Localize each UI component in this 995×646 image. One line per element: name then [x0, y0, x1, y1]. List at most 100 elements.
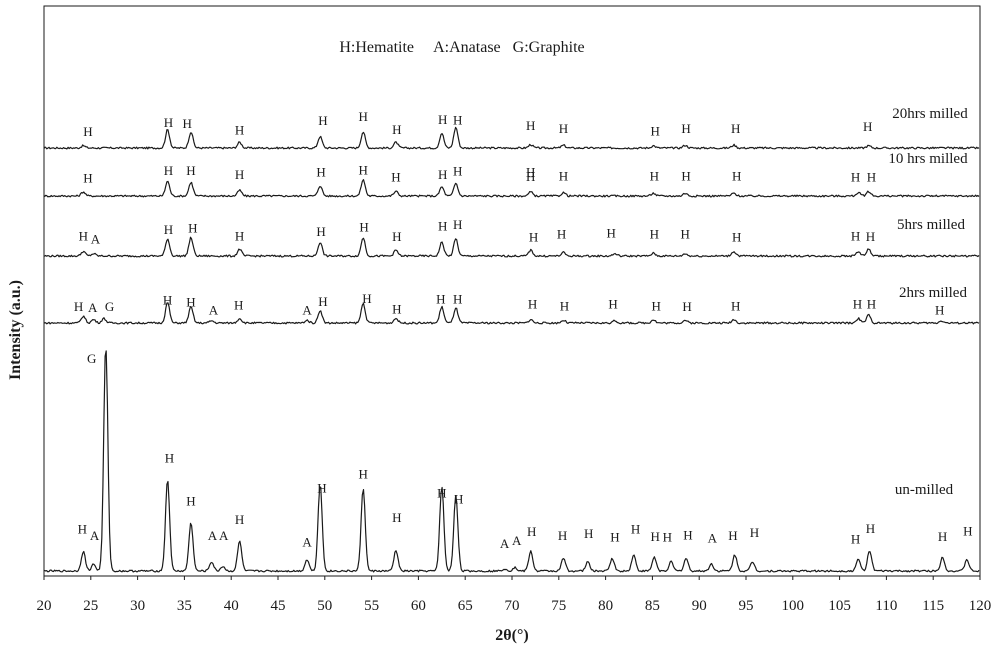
- x-tick-label: 20: [37, 598, 52, 614]
- peak-label: A: [90, 528, 100, 543]
- peak-label: H: [650, 227, 659, 242]
- x-tick-label: 80: [598, 598, 613, 614]
- series-name-label: 20hrs milled: [892, 106, 968, 122]
- peak-label: H: [608, 296, 617, 311]
- peak-label: H: [851, 531, 860, 546]
- peak-label: H: [454, 491, 463, 506]
- peak-label: H: [74, 299, 83, 314]
- peak-label: H: [526, 164, 535, 179]
- peak-label: H: [78, 521, 87, 536]
- x-tick-label: 30: [130, 598, 145, 614]
- peak-label: A: [91, 231, 101, 246]
- peak-labels: HH H HH HHH H H H H H H HH H H H H H H H H HH H H H H H HH AH HH H HH…: [74, 109, 973, 551]
- peak-label: H: [392, 301, 401, 316]
- peak-label: H: [584, 526, 593, 541]
- x-tick-label: 120: [969, 598, 992, 614]
- y-axis-title: Intensity (a.u.): [7, 280, 24, 380]
- peak-label: H: [318, 113, 327, 128]
- x-axis-title: 2θ(°): [495, 627, 528, 644]
- x-axis: 20 25 30 35 40 45 50 55 60 65 70 75 80 85 90 95 100 105 11…: [37, 576, 992, 614]
- peak-label: H: [935, 302, 944, 317]
- peak-label: H: [235, 167, 244, 182]
- x-tick-label: 50: [317, 598, 332, 614]
- peak-label: H: [750, 525, 759, 540]
- peak-label: A: [208, 528, 218, 543]
- peak-label: A: [88, 300, 98, 315]
- peak-label: A: [500, 536, 510, 551]
- peak-label: H: [438, 167, 447, 182]
- series-line: [44, 350, 980, 573]
- peak-label: H: [453, 112, 462, 127]
- peak-label: H: [851, 169, 860, 184]
- peak-label: H: [392, 510, 401, 525]
- peak-label: H: [83, 124, 92, 139]
- peak-label: H: [526, 169, 535, 184]
- peak-label: H: [651, 299, 660, 314]
- peak-label: H: [453, 292, 462, 307]
- peak-label: H: [83, 170, 92, 185]
- series-name-label: 5hrs milled: [897, 217, 965, 233]
- peak-label: H: [358, 109, 367, 124]
- peak-label: H: [235, 123, 244, 138]
- peak-label: H: [663, 529, 672, 544]
- peak-label: H: [526, 118, 535, 133]
- peak-label: H: [392, 229, 401, 244]
- peak-label: H: [164, 163, 173, 178]
- peak-label: H: [681, 121, 690, 136]
- peak-label: H: [853, 297, 862, 312]
- peak-label: H: [650, 168, 659, 183]
- x-tick-label: 25: [83, 598, 98, 614]
- peak-label: H: [607, 225, 616, 240]
- peak-label: H: [680, 227, 689, 242]
- x-tick-label: 60: [411, 598, 426, 614]
- x-tick-label: 95: [739, 598, 754, 614]
- peak-label: H: [362, 291, 371, 306]
- peak-label: H: [528, 296, 537, 311]
- peak-label: H: [682, 299, 691, 314]
- series-name-label: 2hrs milled: [899, 285, 967, 301]
- peak-label: H: [651, 529, 660, 544]
- peak-label: H: [186, 163, 195, 178]
- peak-label: H: [436, 292, 445, 307]
- series-line: [44, 126, 980, 150]
- peak-label: A: [302, 302, 312, 317]
- peak-label: H: [559, 121, 568, 136]
- peak-label: H: [165, 451, 174, 466]
- x-tick-label: 45: [271, 598, 286, 614]
- peak-label: H: [235, 229, 244, 244]
- peak-label: H: [867, 297, 876, 312]
- peak-label: H: [164, 115, 173, 130]
- peak-label: H: [529, 230, 538, 245]
- x-tick-label: 40: [224, 598, 239, 614]
- peak-label: H: [731, 299, 740, 314]
- peak-label: H: [851, 228, 860, 243]
- peak-label: H: [164, 222, 173, 237]
- peak-label: H: [683, 528, 692, 543]
- peak-label: G: [87, 351, 96, 366]
- peak-label: H: [866, 521, 875, 536]
- peak-label: H: [438, 218, 447, 233]
- peak-label: A: [209, 303, 219, 318]
- peak-label: H: [317, 480, 326, 495]
- peak-label: H: [731, 121, 740, 136]
- x-tick-label: 90: [692, 598, 707, 614]
- series-name-label: un-milled: [895, 482, 954, 498]
- plot-frame: [43, 5, 981, 577]
- peak-label: H: [558, 528, 567, 543]
- peak-label: H: [681, 168, 690, 183]
- peak-label: H: [186, 494, 195, 509]
- peak-label: A: [512, 533, 522, 548]
- x-tick-label: 85: [645, 598, 660, 614]
- series-line: [44, 302, 980, 325]
- peak-label: H: [186, 294, 195, 309]
- peak-label: A: [219, 528, 229, 543]
- peak-label: G: [105, 299, 114, 314]
- peak-label: H: [318, 294, 327, 309]
- peak-label: H: [867, 169, 876, 184]
- peak-label: H: [651, 123, 660, 138]
- peak-label: H: [188, 221, 197, 236]
- x-tick-label: 75: [551, 598, 566, 614]
- peak-label: H: [610, 529, 619, 544]
- peak-label: H: [527, 524, 536, 539]
